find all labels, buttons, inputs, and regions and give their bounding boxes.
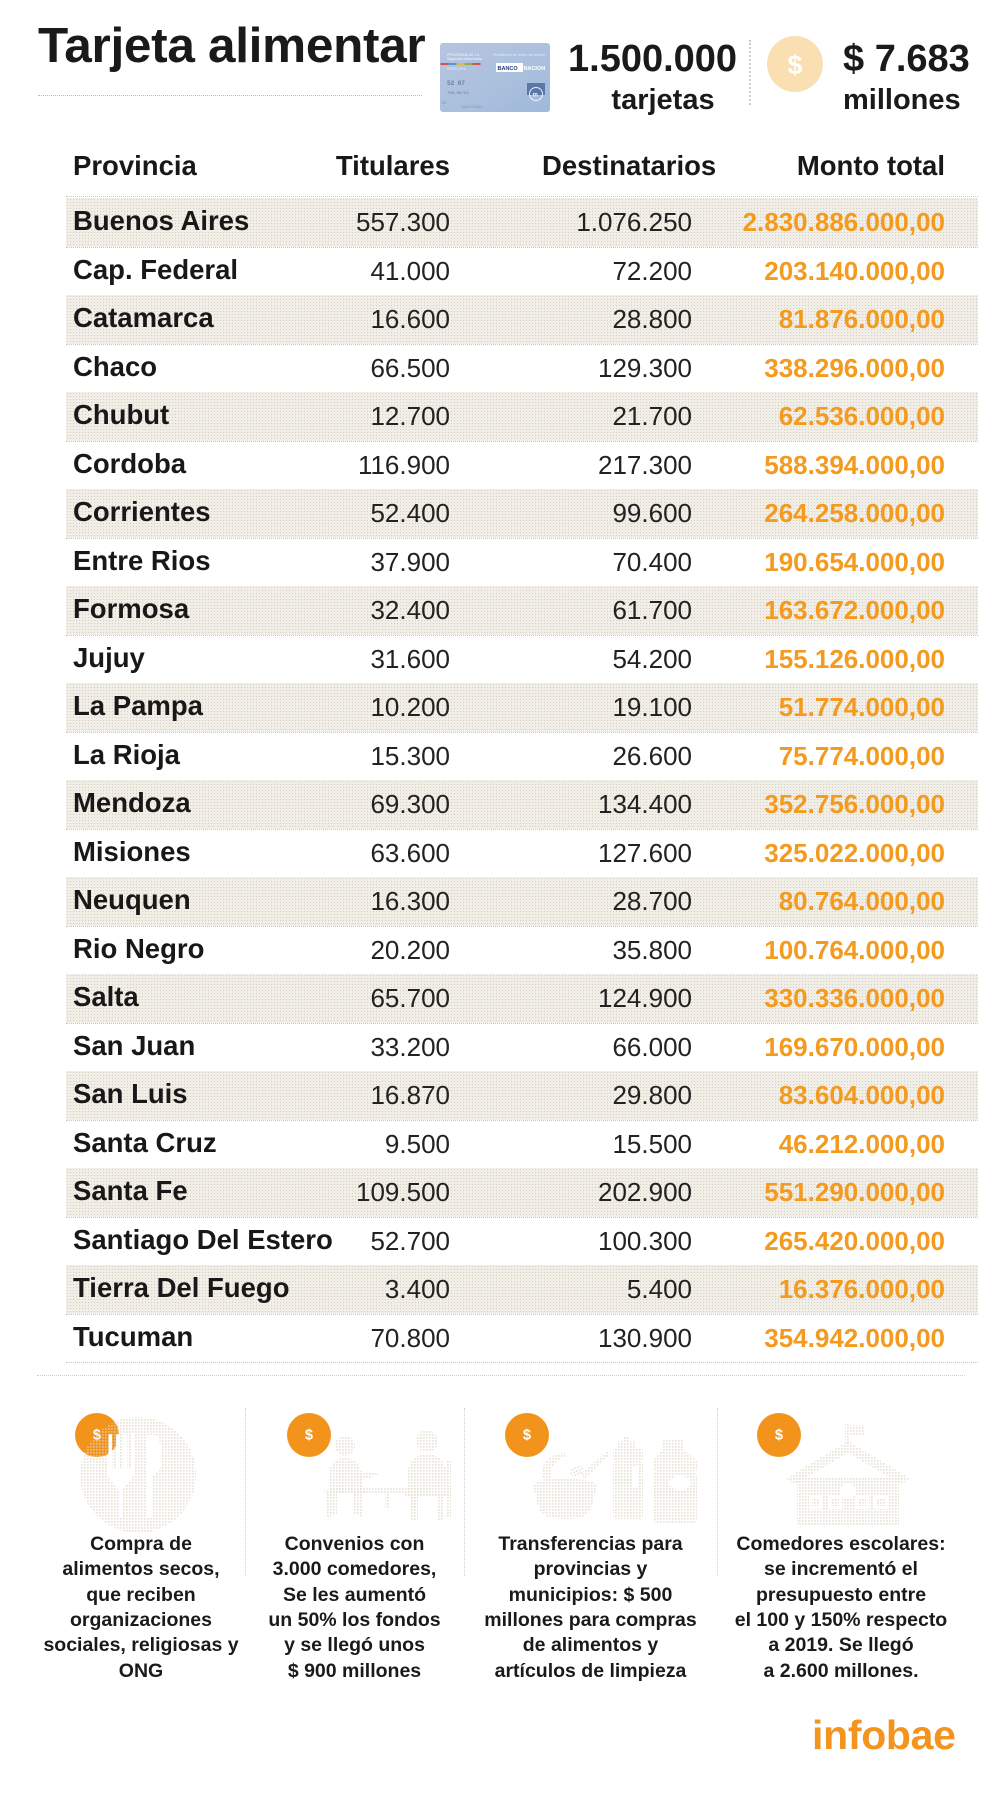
- svg-text:709-06/24: 709-06/24: [447, 91, 469, 96]
- svg-text:SOCIAL: SOCIAL: [447, 66, 467, 71]
- svg-text:NACION: NACION: [524, 66, 546, 72]
- svg-text:infobae: infobae: [812, 1715, 956, 1758]
- svg-text:52 07: 52 07: [447, 80, 465, 87]
- svg-text:BANCO: BANCO: [498, 66, 519, 72]
- svg-text:21: 21: [442, 100, 447, 105]
- svg-text:$: $: [787, 50, 802, 80]
- svg-text:Seguridad Alimentaria: Seguridad Alimentaria: [447, 57, 482, 61]
- svg-text:NACIONAL: NACIONAL: [462, 104, 483, 109]
- svg-text:m: m: [533, 93, 538, 99]
- svg-text:Presidencia de Honor de Nación: Presidencia de Honor de Nación: [493, 53, 545, 57]
- svg-text:$: $: [305, 1428, 313, 1444]
